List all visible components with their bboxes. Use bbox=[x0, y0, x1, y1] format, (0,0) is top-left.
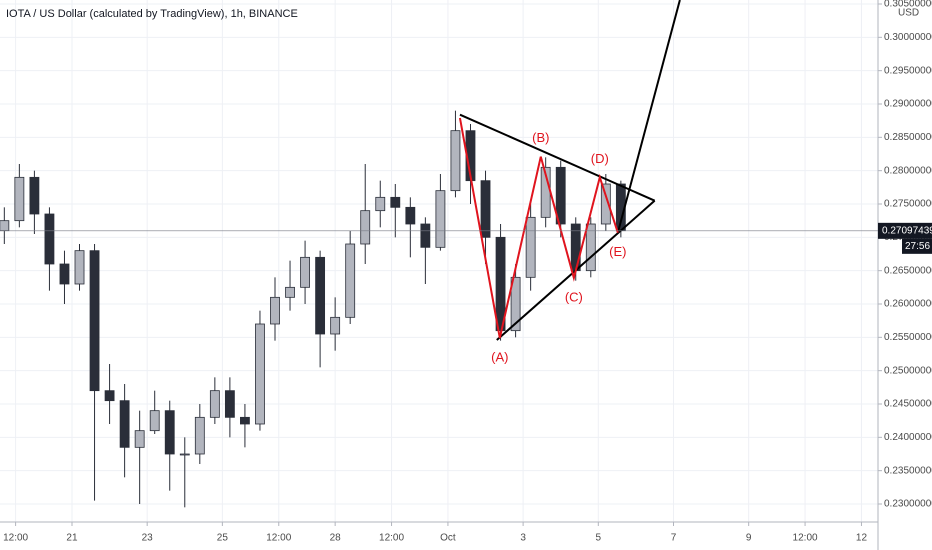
y-tick-label: 0.24500000 bbox=[884, 399, 932, 410]
wave-label: (C) bbox=[565, 289, 583, 304]
x-tick-label: 12 bbox=[856, 533, 868, 544]
candle-body bbox=[29, 176, 40, 215]
x-tick-label: 12:00 bbox=[379, 533, 404, 544]
candle-body bbox=[285, 286, 295, 298]
candle-body bbox=[59, 263, 70, 285]
x-tick-label: 12:00 bbox=[3, 533, 28, 544]
x-tick-label: 12:00 bbox=[793, 533, 818, 544]
candle-body bbox=[149, 410, 160, 432]
candle-body bbox=[525, 216, 536, 278]
trendline bbox=[459, 113, 656, 202]
candle-body bbox=[600, 183, 611, 225]
y-tick-label: 0.23000000 bbox=[884, 499, 932, 510]
x-tick-label: 12:00 bbox=[266, 533, 291, 544]
last-price-label: 0.27097439 bbox=[882, 225, 932, 236]
last-price-box bbox=[878, 222, 932, 239]
candle-body bbox=[104, 390, 115, 402]
candle-body bbox=[450, 130, 461, 192]
x-tick-label: 21 bbox=[66, 533, 78, 544]
y-tick-label: 0.25000000 bbox=[884, 365, 932, 376]
x-tick-label: 25 bbox=[217, 533, 229, 544]
countdown-box bbox=[902, 238, 932, 254]
candle-body bbox=[209, 390, 220, 418]
candle-body bbox=[300, 256, 310, 288]
candle-body bbox=[224, 390, 235, 418]
y-tick-label: 0.28000000 bbox=[884, 165, 932, 176]
countdown-label: 27:56 bbox=[905, 241, 930, 252]
candle-body bbox=[315, 256, 326, 335]
candle-body bbox=[44, 213, 55, 265]
candle-body bbox=[119, 400, 130, 448]
wave-label: (B) bbox=[532, 130, 549, 145]
y-tick-label: 0.24000000 bbox=[884, 432, 932, 443]
candle-body bbox=[164, 410, 175, 455]
candle-body bbox=[480, 180, 491, 238]
wave-line bbox=[458, 117, 619, 339]
candle-body bbox=[255, 323, 265, 425]
candle-body bbox=[194, 416, 205, 455]
x-tick-label: 9 bbox=[746, 533, 752, 544]
candle-body bbox=[420, 223, 431, 248]
x-tick-label: 28 bbox=[330, 533, 342, 544]
candle-body bbox=[405, 206, 416, 225]
trendline bbox=[616, 0, 681, 233]
y-tick-label: 0.27500000 bbox=[884, 199, 932, 210]
candle-body bbox=[345, 243, 356, 318]
candle-body bbox=[14, 176, 25, 222]
y-tick-label: 0.29500000 bbox=[884, 65, 932, 76]
candle-body bbox=[74, 250, 85, 285]
candle-body bbox=[585, 223, 596, 272]
wave-label: (A) bbox=[491, 349, 508, 364]
x-tick-label: Oct bbox=[440, 533, 456, 544]
candle-body bbox=[390, 196, 401, 208]
candle-body bbox=[179, 453, 190, 456]
candle-body bbox=[270, 296, 280, 325]
x-tick-label: 3 bbox=[520, 533, 526, 544]
chart-title: IOTA / US Dollar (calculated by TradingV… bbox=[6, 8, 298, 20]
currency-label: USD bbox=[898, 8, 919, 19]
y-tick-label: 0.28500000 bbox=[884, 132, 932, 143]
candle-body bbox=[240, 416, 250, 425]
x-tick-label: 7 bbox=[671, 533, 677, 544]
candle-body bbox=[134, 430, 145, 448]
candle-body bbox=[510, 276, 521, 332]
candle-body bbox=[435, 190, 446, 248]
candle-body bbox=[360, 210, 371, 245]
wave-label: (D) bbox=[591, 151, 609, 166]
x-tick-label: 23 bbox=[142, 533, 154, 544]
y-tick-label: 0.29000000 bbox=[884, 99, 932, 110]
candle-body bbox=[89, 250, 100, 392]
candle-body bbox=[375, 196, 386, 212]
candle-body bbox=[0, 220, 10, 232]
y-tick-label: 0.25500000 bbox=[884, 332, 932, 343]
y-tick-label: 0.23500000 bbox=[884, 465, 932, 476]
candle-body bbox=[330, 316, 341, 335]
y-tick-label: 0.30000000 bbox=[884, 32, 932, 43]
candle-body bbox=[555, 166, 566, 225]
wave-label: (E) bbox=[609, 244, 626, 259]
x-tick-label: 5 bbox=[596, 533, 602, 544]
y-tick-label: 0.26500000 bbox=[884, 265, 932, 276]
y-tick-label: 0.30500000 bbox=[884, 0, 932, 10]
y-tick-label: 0.26000000 bbox=[884, 299, 932, 310]
